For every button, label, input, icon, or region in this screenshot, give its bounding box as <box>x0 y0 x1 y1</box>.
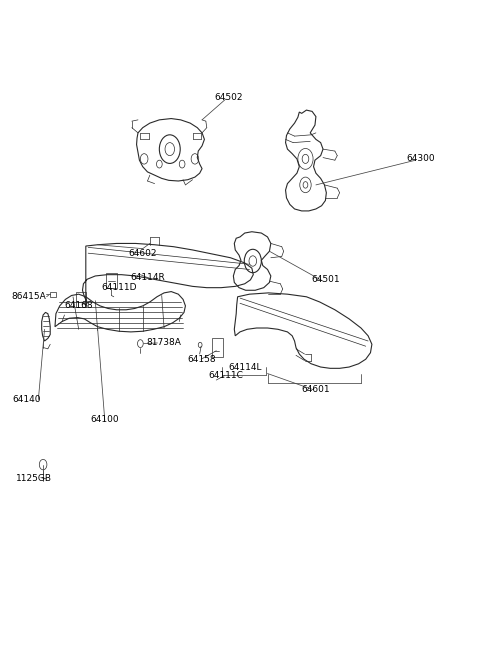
Text: 64501: 64501 <box>311 275 340 283</box>
Bar <box>76 291 86 307</box>
Text: 86415A: 86415A <box>12 293 46 301</box>
Bar <box>212 338 223 357</box>
Text: 64502: 64502 <box>214 92 242 102</box>
Text: 64140: 64140 <box>12 395 41 404</box>
Text: 64602: 64602 <box>129 249 157 258</box>
Text: 81738A: 81738A <box>147 338 181 347</box>
Text: 64111C: 64111C <box>208 371 243 380</box>
Text: 64300: 64300 <box>406 154 434 163</box>
Bar <box>50 291 56 297</box>
Text: 64168: 64168 <box>64 300 93 310</box>
Text: 64111D: 64111D <box>101 283 137 292</box>
Text: 64601: 64601 <box>301 385 330 394</box>
Text: 64100: 64100 <box>90 415 119 424</box>
Text: 64114L: 64114L <box>228 363 262 371</box>
Text: 64158: 64158 <box>188 355 216 363</box>
Text: 1125GB: 1125GB <box>16 474 52 483</box>
Text: 64114R: 64114R <box>130 273 165 282</box>
Bar <box>106 274 117 288</box>
